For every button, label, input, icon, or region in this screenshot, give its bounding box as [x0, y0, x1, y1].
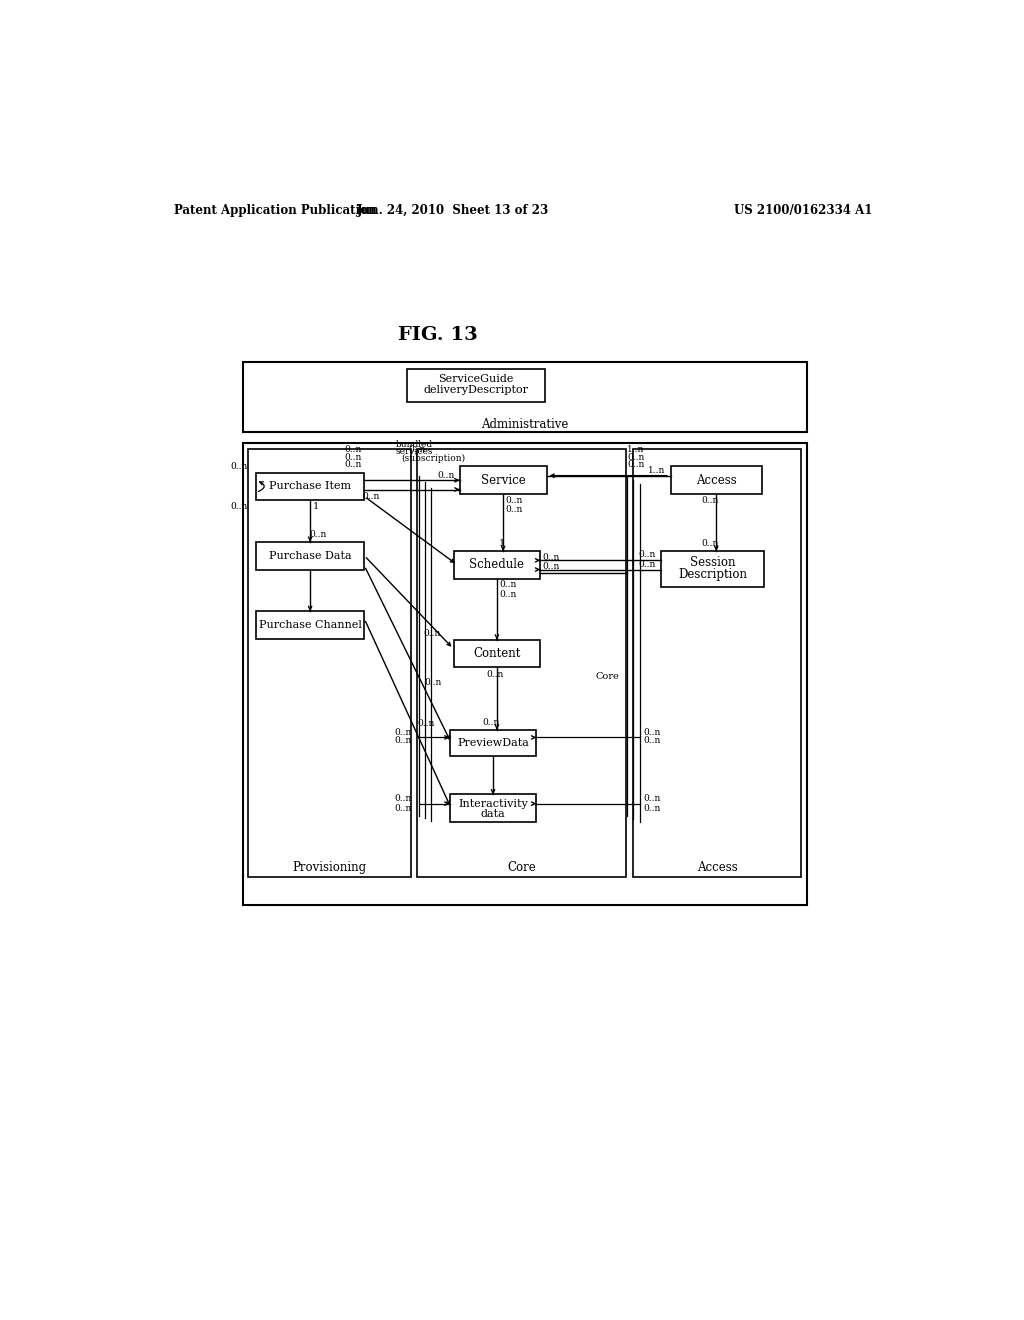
Text: Purchase Item: Purchase Item [269, 482, 351, 491]
Text: deliveryDescriptor: deliveryDescriptor [424, 385, 528, 395]
Bar [243, 444, 807, 906]
Text: 0..n: 0..n [486, 669, 504, 678]
Text: 0..n: 0..n [505, 506, 522, 513]
Text: 0..n: 0..n [643, 793, 660, 803]
Bar [256, 611, 365, 639]
Text: 0..n: 0..n [701, 539, 719, 548]
Text: 0..n: 0..n [505, 496, 522, 504]
Text: 0..n: 0..n [344, 461, 361, 470]
Bar [417, 449, 627, 876]
Bar [256, 543, 365, 570]
Text: 0..n: 0..n [643, 804, 660, 813]
Text: Access: Access [696, 861, 737, 874]
Text: 0..n: 0..n [423, 630, 440, 638]
Text: data: data [480, 809, 506, 818]
Text: 0..n: 0..n [639, 550, 656, 560]
Text: Access: Access [696, 474, 736, 487]
Bar [243, 363, 807, 432]
Text: 0..n: 0..n [627, 453, 644, 462]
Bar [460, 466, 547, 494]
Bar [454, 640, 541, 668]
Text: 0..n: 0..n [643, 737, 660, 744]
Text: 0..n: 0..n [437, 471, 455, 480]
Text: 1: 1 [499, 539, 505, 548]
Text: 0..n: 0..n [425, 678, 442, 688]
Text: bundled: bundled [395, 441, 432, 449]
Text: 0..n: 0..n [701, 496, 719, 504]
Text: 0..n: 0..n [499, 581, 516, 590]
Text: 0..n: 0..n [409, 445, 426, 454]
Text: Jun. 24, 2010  Sheet 13 of 23: Jun. 24, 2010 Sheet 13 of 23 [357, 205, 550, 218]
Text: 0..n: 0..n [344, 453, 361, 462]
Text: 1: 1 [313, 502, 319, 511]
Text: 0..n: 0..n [543, 553, 560, 562]
Text: 0..n: 0..n [394, 804, 412, 813]
Text: Patent Application Publication: Patent Application Publication [174, 205, 377, 218]
Text: 0..n: 0..n [482, 718, 500, 726]
Text: services: services [395, 447, 433, 457]
Text: 0..n: 0..n [627, 461, 644, 470]
Text: (subscription): (subscription) [400, 454, 465, 463]
Bar [633, 449, 802, 876]
Text: 0..n: 0..n [639, 561, 656, 569]
Text: 0..n: 0..n [643, 727, 660, 737]
Text: 0..n: 0..n [394, 793, 412, 803]
Text: Provisioning: Provisioning [293, 861, 367, 874]
Text: Purchase Data: Purchase Data [269, 550, 351, 561]
Text: Service: Service [480, 474, 525, 487]
Text: Purchase Channel: Purchase Channel [259, 620, 361, 630]
Text: FIG. 13: FIG. 13 [398, 326, 478, 345]
Bar [662, 552, 764, 586]
Text: Schedule: Schedule [469, 558, 524, 572]
Text: PreviewData: PreviewData [457, 738, 529, 748]
Bar [256, 473, 365, 500]
Text: Session: Session [689, 556, 735, 569]
Text: 0..n: 0..n [394, 737, 412, 744]
Text: 0..n: 0..n [394, 727, 412, 737]
Text: 0..n: 0..n [361, 492, 379, 500]
Text: 0..n: 0..n [309, 529, 327, 539]
Text: 0..n: 0..n [499, 590, 516, 599]
Text: Core: Core [507, 861, 537, 874]
Text: 0..n: 0..n [418, 719, 435, 729]
Text: Administrative: Administrative [481, 417, 568, 430]
Text: 0..n: 0..n [543, 562, 560, 572]
Text: 0..n: 0..n [344, 445, 361, 454]
Bar [671, 466, 762, 494]
Text: ServiceGuide: ServiceGuide [438, 375, 514, 384]
Text: US 2100/0162334 A1: US 2100/0162334 A1 [733, 205, 872, 218]
Bar [454, 552, 541, 579]
Bar [407, 368, 545, 403]
Text: 0..n: 0..n [230, 462, 248, 471]
Text: 0..n: 0..n [230, 502, 248, 511]
Bar [450, 795, 537, 822]
Bar [450, 730, 537, 756]
Text: 1..n: 1..n [648, 466, 666, 475]
Text: 1..n: 1..n [627, 445, 644, 454]
Text: Interactivity: Interactivity [458, 799, 528, 809]
Bar [248, 449, 411, 876]
Text: Core: Core [595, 672, 620, 681]
Text: Content: Content [473, 647, 520, 660]
Text: Description: Description [678, 568, 746, 581]
